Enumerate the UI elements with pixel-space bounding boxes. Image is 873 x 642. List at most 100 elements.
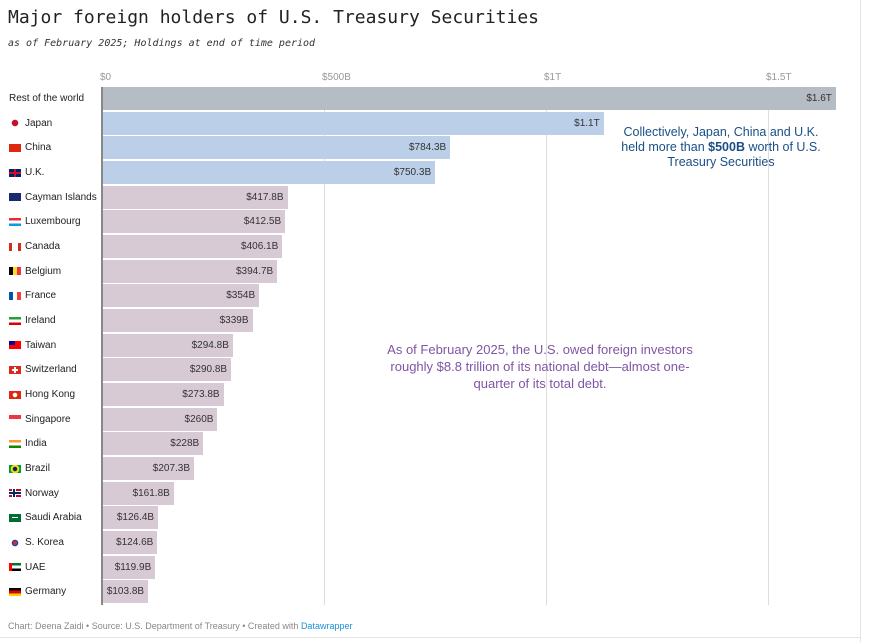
saudi-flag-icon: [9, 513, 21, 522]
cayman-flag-icon: [9, 193, 21, 202]
footer-credit: Chart: Deena Zaidi • Source: U.S. Depart…: [8, 621, 301, 631]
footer: Chart: Deena Zaidi • Source: U.S. Depart…: [8, 621, 352, 631]
category-name: Norway: [25, 487, 59, 499]
category-label: Brazil: [9, 457, 50, 480]
bar-india: [102, 432, 204, 456]
data-label: $124.6B: [116, 537, 154, 549]
gridline: [324, 87, 325, 605]
bar-hong-kong: [102, 383, 224, 407]
category-label: Japan: [9, 112, 52, 135]
bar-china: [102, 136, 451, 160]
category-label: Taiwan: [9, 334, 56, 357]
china-flag-icon: [9, 143, 21, 152]
bar-taiwan: [102, 333, 233, 357]
category-name: China: [25, 142, 52, 154]
x-tick-label: $1.5T: [766, 72, 792, 83]
gridline: [546, 87, 547, 605]
data-label: $354B: [226, 290, 256, 302]
france-flag-icon: [9, 291, 21, 300]
bar-canada: [102, 235, 283, 259]
data-label: $1.1T: [574, 117, 600, 129]
bar-brazil: [102, 457, 195, 481]
data-label: $119.9B: [114, 561, 152, 573]
category-label: Ireland: [9, 309, 56, 332]
category-label: UAE: [9, 556, 46, 579]
category-label: Saudi Arabia: [9, 506, 82, 529]
data-label: $1.6T: [806, 93, 832, 104]
category-label: Hong Kong: [9, 383, 75, 406]
category-name: Cayman Islands: [25, 191, 97, 203]
luxembourg-flag-icon: [9, 217, 21, 226]
category-name: Brazil: [25, 463, 51, 475]
x-tick-label: $0: [100, 72, 112, 83]
taiwan-flag-icon: [9, 341, 21, 350]
data-label: $406.1B: [241, 241, 279, 253]
category-label: U.K.: [9, 161, 44, 184]
divider: [0, 637, 860, 638]
category-name: Canada: [25, 241, 61, 253]
category-name: Hong Kong: [25, 389, 76, 401]
category-name: Singapore: [25, 413, 71, 425]
category-label: Germany: [9, 580, 66, 603]
data-label: $103.8B: [106, 586, 145, 598]
category-label: Luxembourg: [9, 210, 81, 233]
category-label: France: [9, 284, 56, 307]
category-name: Ireland: [25, 315, 56, 327]
data-label: $784.3B: [408, 142, 447, 154]
iran-flag-icon: [9, 316, 21, 325]
category-name: Taiwan: [25, 339, 57, 351]
data-label: $750.3B: [393, 167, 432, 178]
uae-flag-icon: [9, 563, 21, 572]
bar-rest-of-the-world: [102, 87, 836, 110]
category-name: Switzerland: [25, 364, 77, 376]
switzerland-flag-icon: [9, 365, 21, 374]
data-label: $126.4B: [116, 512, 155, 524]
india-flag-icon: [9, 439, 21, 448]
category-name: Japan: [25, 117, 53, 129]
bar-japan: [102, 111, 604, 135]
category-name: Rest of the world: [9, 93, 85, 104]
data-label: $161.8B: [132, 487, 170, 499]
category-name: UAE: [25, 561, 46, 573]
category-name: Belgium: [25, 265, 62, 277]
bar-singapore: [102, 407, 218, 431]
datawrapper-link[interactable]: Datawrapper: [300, 621, 353, 631]
annotation-text: worth of U.S. Treasury Securities: [667, 140, 821, 169]
canada-flag-icon: [9, 242, 21, 251]
category-name: India: [25, 438, 47, 450]
bar-switzerland: [102, 358, 232, 382]
data-label: $394.7B: [235, 265, 274, 277]
bar-norway: [102, 481, 174, 505]
chart-title: Major foreign holders of U.S. Treasury S…: [8, 7, 540, 28]
category-label: Cayman Islands: [9, 186, 97, 209]
korea-flag-icon: [9, 538, 21, 547]
category-name: S. Korea: [25, 537, 64, 549]
bar-france: [102, 284, 260, 308]
bar-germany: [102, 580, 149, 604]
data-label: $412.5B: [243, 216, 282, 228]
bar-uae: [102, 555, 156, 579]
category-name: Luxembourg: [25, 216, 81, 228]
category-name: U.K.: [25, 167, 45, 178]
norway-flag-icon: [9, 489, 21, 498]
category-label: China: [9, 136, 51, 159]
category-label: Singapore: [9, 408, 71, 431]
category-label: Belgium: [9, 260, 61, 283]
singapore-flag-icon: [9, 415, 21, 424]
bar-u-k-: [102, 161, 436, 184]
category-name: Saudi Arabia: [25, 512, 82, 524]
belgium-flag-icon: [9, 267, 21, 276]
x-tick-label: $500B: [322, 72, 351, 83]
uk-flag-icon: [9, 168, 21, 177]
data-label: $294.8B: [191, 339, 229, 351]
bar-belgium: [102, 259, 278, 283]
data-label: $290.8B: [189, 364, 228, 376]
japan-flag-icon: [9, 119, 21, 128]
gridline: [768, 87, 769, 605]
bar-luxembourg: [102, 210, 286, 234]
category-label: India: [9, 432, 47, 455]
bar-ireland: [102, 309, 253, 333]
category-name: Germany: [25, 586, 67, 598]
germany-flag-icon: [9, 587, 21, 596]
category-label: S. Korea: [9, 531, 64, 554]
